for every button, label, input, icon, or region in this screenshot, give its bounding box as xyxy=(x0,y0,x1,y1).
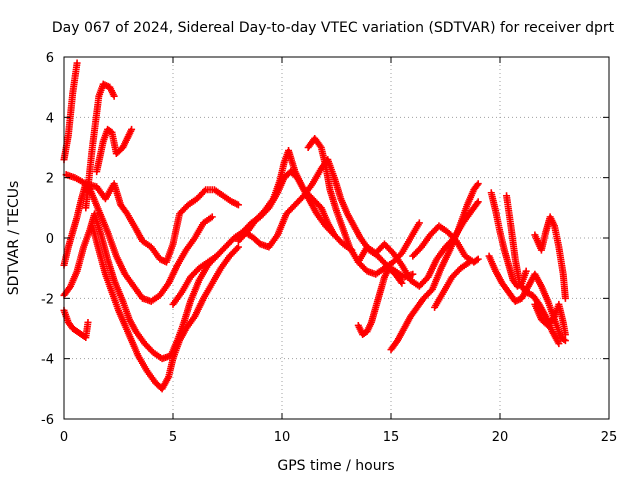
x-tick-label: 0 xyxy=(60,430,68,445)
data-point xyxy=(561,294,569,302)
data-point xyxy=(398,279,406,287)
data-point xyxy=(316,142,324,150)
x-tick-label: 5 xyxy=(169,430,177,445)
data-point xyxy=(110,92,118,100)
chart-title: Day 067 of 2024, Sidereal Day-to-day VTE… xyxy=(52,20,615,36)
y-tick-label: 6 xyxy=(46,51,54,66)
data-point xyxy=(330,231,338,239)
data-point xyxy=(473,199,481,207)
data-point xyxy=(208,213,216,221)
series-track-p xyxy=(409,222,482,266)
data-point xyxy=(561,331,569,339)
data-point xyxy=(561,337,569,345)
x-tick-label: 15 xyxy=(383,430,400,445)
y-tick-label: -2 xyxy=(41,292,54,307)
data-point xyxy=(200,187,208,195)
x-tick-label: 20 xyxy=(492,430,509,445)
y-tick-label: 0 xyxy=(46,232,54,247)
data-point xyxy=(465,258,473,266)
y-tick-labels: -6 -4 -2 0 2 4 6 xyxy=(41,51,54,428)
data-point xyxy=(397,278,405,286)
series-track-u xyxy=(531,300,569,339)
y-tick-label: -4 xyxy=(41,353,54,368)
series-track-h xyxy=(60,306,92,342)
data-point xyxy=(560,336,568,344)
x-axis-label: GPS time / hours xyxy=(277,458,394,474)
y-axis-label: SDTVAR / TECUs xyxy=(6,181,22,296)
data-point xyxy=(474,180,482,188)
data-point xyxy=(549,314,557,322)
series-track-l xyxy=(304,134,423,278)
series-track-g xyxy=(88,222,242,393)
data-point xyxy=(415,219,423,227)
data-point xyxy=(234,243,242,251)
data-point xyxy=(233,245,241,253)
y-tick-label: -6 xyxy=(41,413,54,428)
data-points xyxy=(60,59,569,393)
series-track-o xyxy=(387,180,482,354)
series-track-q xyxy=(431,258,473,311)
series-track-k xyxy=(241,156,417,281)
data-point xyxy=(73,59,81,67)
series-track-a xyxy=(60,59,81,164)
x-tick-label: 25 xyxy=(601,430,618,445)
data-point xyxy=(473,256,481,264)
x-tick-label: 10 xyxy=(274,430,291,445)
data-point xyxy=(128,125,136,133)
data-point xyxy=(234,201,242,209)
data-point xyxy=(473,181,481,189)
data-point xyxy=(555,340,563,348)
series-track-m xyxy=(354,198,482,290)
data-point xyxy=(474,255,482,263)
x-tick-labels: 0 5 10 15 20 25 xyxy=(60,430,617,445)
data-point xyxy=(474,198,482,206)
y-tick-label: 4 xyxy=(46,111,54,126)
series-track-t xyxy=(503,192,563,348)
series-track-c xyxy=(93,125,136,176)
axis-ticks xyxy=(63,56,610,420)
data-point xyxy=(84,318,92,326)
series-track-s xyxy=(485,252,569,345)
y-tick-label: 2 xyxy=(46,172,54,187)
series-track-d xyxy=(62,171,242,266)
series-track-v xyxy=(531,213,569,302)
data-point xyxy=(522,267,530,275)
series-track-n xyxy=(354,264,406,339)
